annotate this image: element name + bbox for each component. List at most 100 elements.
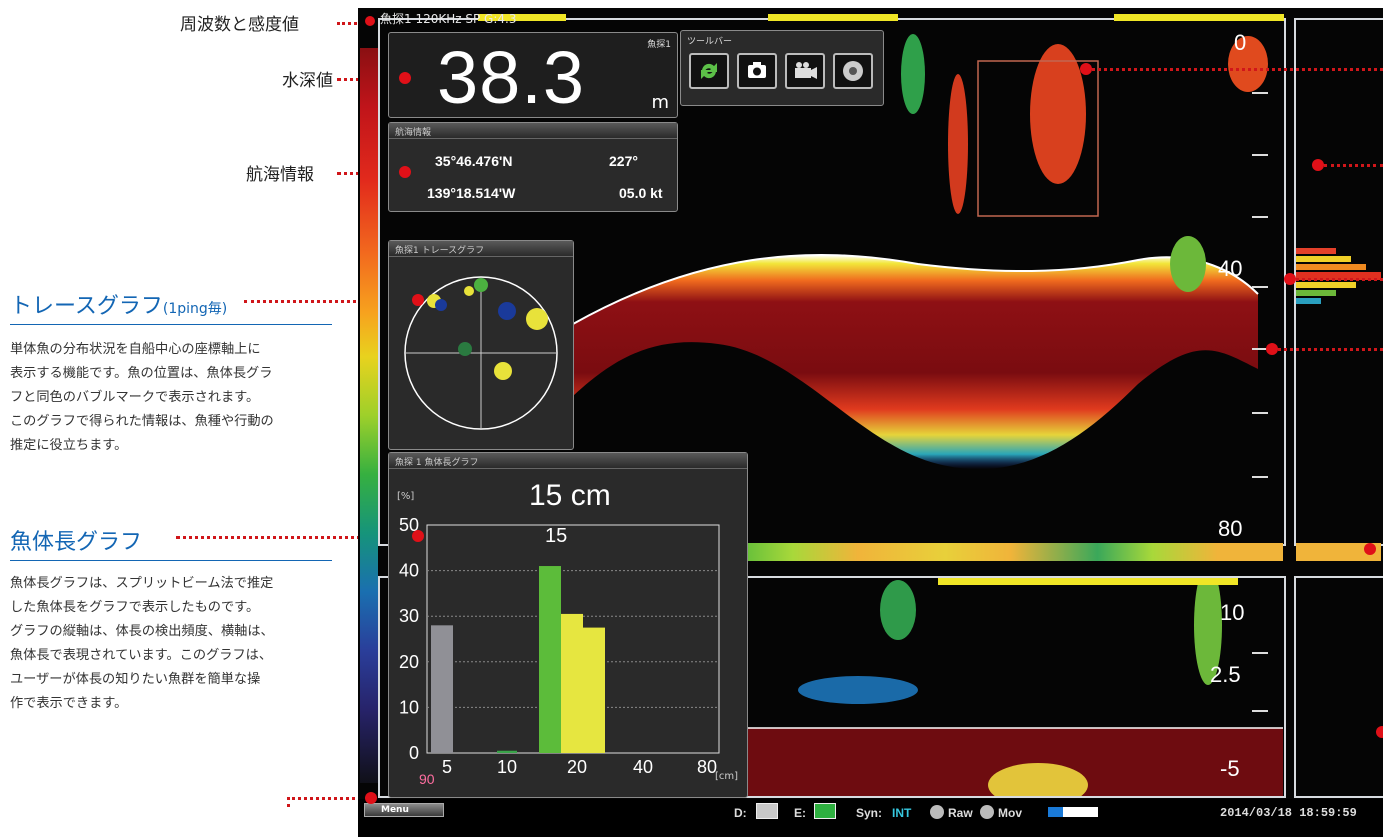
length-desc-line: 魚体長で表現されています。このグラフは、 <box>10 648 273 663</box>
callout-dot-seabed <box>1284 273 1296 285</box>
sample-count: 90 <box>419 771 435 787</box>
fish-school <box>1170 236 1206 292</box>
hist-bar <box>1296 282 1356 288</box>
hist-bar <box>1296 264 1366 270</box>
raw-label: Raw <box>948 806 973 820</box>
fish-school <box>1194 580 1222 685</box>
fish-bubble <box>435 299 447 311</box>
hist-bar <box>1296 256 1351 262</box>
peak-label: 15 <box>545 525 568 547</box>
y-unit-label: [%] <box>397 491 415 502</box>
depth-tick <box>1252 476 1268 478</box>
length-bar <box>497 750 517 753</box>
syn-value: INT <box>892 806 912 820</box>
menu-callout-line <box>287 797 367 800</box>
fish-school <box>901 34 925 114</box>
depth-panel[interactable]: 38.3 m 魚探1 <box>388 32 678 119</box>
depth-tick <box>1252 652 1268 654</box>
fish-length-panel[interactable]: 魚探 1 魚体長グラフ 15 cm [%] [cm] 90 15 0 10 20 30… <box>388 452 748 798</box>
callout-dot-band <box>1266 343 1278 355</box>
callout-dot-nav <box>399 166 411 178</box>
trace-section-description: 単体魚の分布状況を自船中心の座標軸上に 表示する機能です。魚の位置は、魚体長グラ… <box>10 338 340 458</box>
datetime: 2014/03/18 18:59:59 <box>1220 806 1357 820</box>
depth-scale-label: 80 <box>1218 516 1243 541</box>
echogram-lower <box>738 580 1283 798</box>
selection-box[interactable] <box>977 60 1099 217</box>
right-histogram <box>1296 248 1381 304</box>
depth-scale-label: 40 <box>1218 256 1243 281</box>
callout-dot-select <box>1080 63 1092 75</box>
seabed-band <box>573 254 1258 470</box>
callout-dot-colorbar <box>1364 543 1376 555</box>
callout-line <box>1324 164 1383 167</box>
syn-label: Syn: <box>856 806 883 820</box>
hist-bar <box>1296 248 1336 254</box>
depth-scale-label: 0 <box>1234 30 1247 55</box>
length-desc-line: した魚体長をグラフで表示したものです。 <box>10 600 260 615</box>
y-tick-label: 30 <box>399 606 419 626</box>
color-scale-bar <box>360 48 378 783</box>
fish-school <box>988 763 1088 798</box>
callout-dot-lower <box>1376 726 1383 738</box>
video-icon[interactable] <box>785 53 825 89</box>
trace-graph-panel[interactable]: 魚探1 トレースグラフ <box>388 240 574 450</box>
trace-desc-line: 推定に役立ちます。 <box>10 438 128 453</box>
echogram-upper <box>572 34 1268 470</box>
depth-tick <box>1252 154 1268 156</box>
record-icon[interactable] <box>833 53 873 89</box>
x-tick-label: 80 <box>697 757 717 777</box>
depth-tick <box>1252 348 1268 350</box>
depth-callout-label: 水深値 <box>282 71 333 91</box>
depth-scale-label: 2.5 <box>1210 662 1241 687</box>
e-label: E: <box>794 806 806 820</box>
depth-tick <box>1252 216 1268 218</box>
speed-value: 05.0 kt <box>619 185 663 201</box>
freq-callout-label: 周波数と感度値 <box>180 15 299 35</box>
y-tick-label: 10 <box>399 697 419 717</box>
trace-desc-line: 単体魚の分布状況を自船中心の座標軸上に <box>10 342 261 357</box>
callout-dot-freq <box>365 16 375 26</box>
raw-indicator-icon[interactable] <box>930 805 944 819</box>
ping-indicator-bar <box>768 14 898 21</box>
fish-bubble <box>526 308 548 330</box>
signal-color-strip-right <box>1296 543 1381 561</box>
fish-bubble <box>494 362 512 380</box>
nav-callout-label: 航海情報 <box>246 165 314 185</box>
fish-bubble <box>474 278 488 292</box>
d-label: D: <box>734 806 747 820</box>
refresh-icon[interactable] <box>689 53 729 89</box>
signal-color-strip <box>738 543 1283 561</box>
length-desc-line: グラフの縦軸は、体長の検出頻度、横軸は、 <box>10 624 274 639</box>
length-section-description: 魚体長グラフは、スプリットビーム法で推定 した魚体長をグラフで表示したものです。… <box>10 572 340 716</box>
depth-scale-label: -5 <box>1220 756 1240 781</box>
frequency-sensitivity: 魚探1 120KHz SP G:4.3 <box>380 12 517 26</box>
x-tick-label: 5 <box>442 757 452 777</box>
fish-bubble <box>458 342 472 356</box>
trace-graph-title: 魚探1 トレースグラフ <box>389 241 573 257</box>
menu-button[interactable]: Menu <box>364 803 444 817</box>
camera-icon[interactable] <box>737 53 777 89</box>
y-tick-label: 40 <box>399 561 419 581</box>
toolbar-title: ツールバー <box>687 37 733 47</box>
signal-level-icon <box>1048 807 1098 817</box>
trace-subtitle-text: (1ping毎) <box>162 301 228 317</box>
navigation-panel[interactable]: 航海情報 35°46.476'N 227° 139°18.514'W 05.0 … <box>388 122 678 212</box>
x-tick-label: 10 <box>497 757 517 777</box>
menu-callout-stub <box>287 797 290 807</box>
d-indicator[interactable] <box>756 803 778 819</box>
depth-unit: m <box>651 92 669 113</box>
depth-value: 38.3 <box>437 36 586 119</box>
x-unit-label: [cm] <box>715 771 739 782</box>
e-indicator[interactable] <box>814 803 836 819</box>
ping-indicator-bar <box>1114 14 1284 21</box>
x-tick-label: 40 <box>633 757 653 777</box>
callout-dot-length <box>412 530 424 542</box>
mov-indicator-icon[interactable] <box>980 805 994 819</box>
trace-graph-plot <box>404 276 558 430</box>
trace-desc-line: フと同色のバブルマークで表示されます。 <box>10 390 260 405</box>
hist-bar <box>1296 298 1321 304</box>
callout-dot-trace <box>412 294 424 306</box>
longitude-value: 139°18.514'W <box>427 185 516 201</box>
x-tick-label: 20 <box>567 757 587 777</box>
echo-sounder-screen: 魚探1 120KHz SP G:4.3 0 40 80 10 2.5 -5 38… <box>358 8 1383 837</box>
